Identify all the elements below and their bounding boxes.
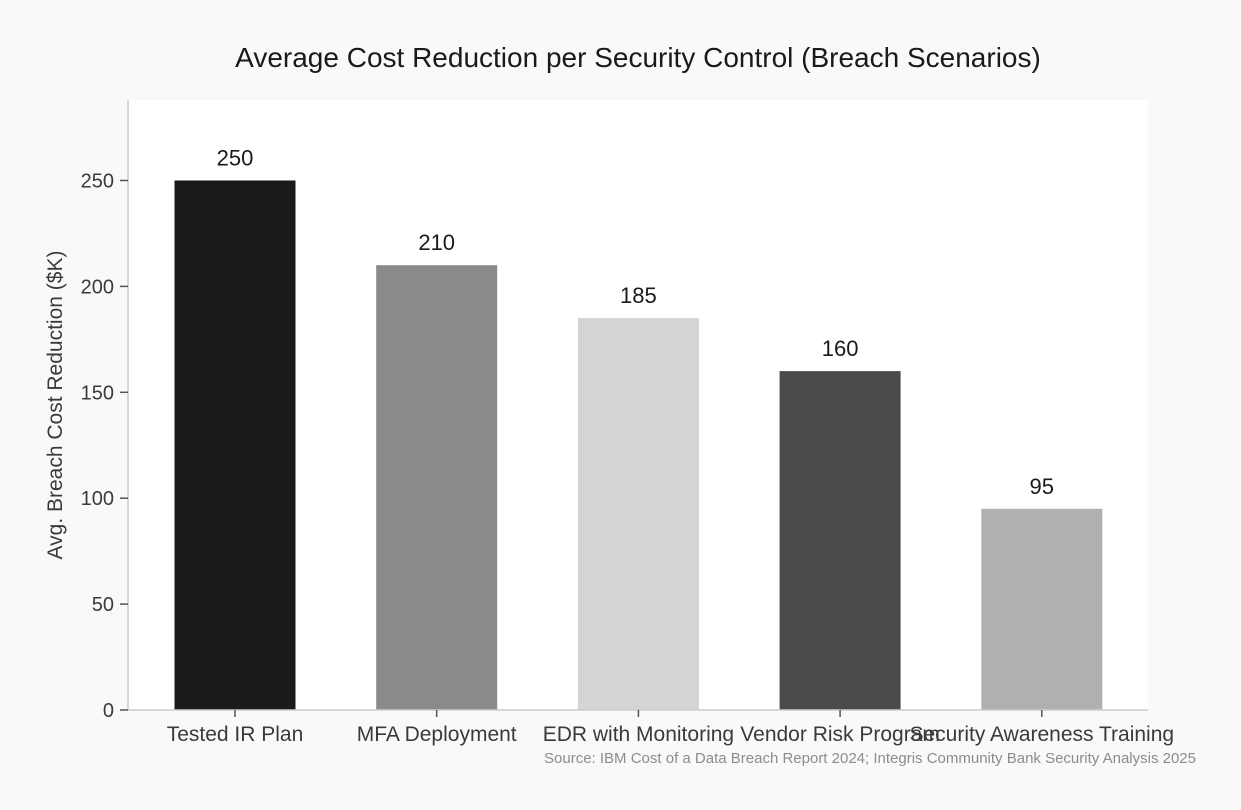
x-tick-label: Vendor Risk Program — [740, 723, 940, 746]
bar-value-label: 185 — [620, 283, 657, 308]
source-note: Source: IBM Cost of a Data Breach Report… — [544, 750, 1196, 767]
x-tick-label: Tested IR Plan — [167, 723, 304, 746]
chart-title: Average Cost Reduction per Security Cont… — [235, 42, 1041, 73]
bar-value-label: 210 — [418, 230, 455, 255]
y-tick-label: 150 — [81, 382, 114, 404]
y-tick-label: 0 — [103, 700, 114, 722]
y-tick-label: 50 — [92, 594, 114, 616]
bar-3 — [779, 371, 901, 710]
bar-2 — [577, 318, 699, 710]
x-tick-label: Security Awareness Training — [910, 723, 1175, 746]
bars-layer: 250 210 185 160 95 — [174, 145, 1103, 711]
x-tick-label: MFA Deployment — [357, 723, 517, 746]
x-tick-label: EDR with Monitoring — [543, 723, 734, 746]
bar-1 — [376, 265, 498, 710]
y-axis-label: Avg. Breach Cost Reduction ($K) — [44, 251, 67, 560]
bar-0 — [174, 180, 296, 711]
x-axis: Tested IR Plan MFA Deployment EDR with Mon… — [128, 709, 1175, 746]
bar-4 — [981, 508, 1103, 710]
bar-value-label: 160 — [822, 336, 859, 361]
y-tick-label: 250 — [81, 170, 114, 192]
y-axis: 0 50 100 150 200 250 — [81, 100, 129, 722]
bar-value-label: 95 — [1030, 474, 1054, 499]
bar-value-label: 250 — [217, 145, 254, 170]
y-tick-label: 200 — [81, 276, 114, 298]
y-tick-label: 100 — [81, 488, 114, 510]
